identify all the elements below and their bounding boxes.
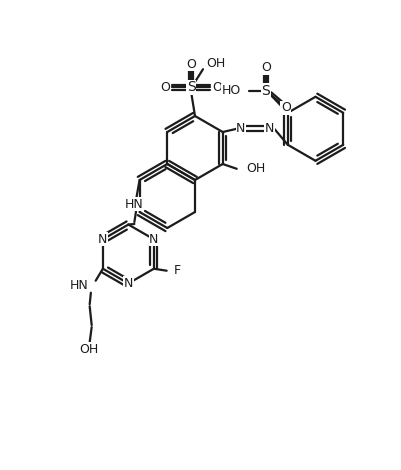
Text: O: O bbox=[260, 61, 270, 74]
Text: S: S bbox=[261, 84, 269, 98]
Text: N: N bbox=[98, 233, 107, 246]
Text: OH: OH bbox=[246, 162, 265, 175]
Text: N: N bbox=[149, 233, 158, 246]
Text: O: O bbox=[160, 81, 170, 94]
Text: O: O bbox=[212, 81, 221, 94]
Text: OH: OH bbox=[206, 57, 225, 70]
Text: N: N bbox=[124, 277, 133, 290]
Text: HN: HN bbox=[69, 279, 88, 292]
Text: O: O bbox=[280, 101, 290, 114]
Text: S: S bbox=[186, 80, 195, 94]
Text: N: N bbox=[235, 122, 245, 135]
Text: N: N bbox=[264, 122, 273, 135]
Text: HN: HN bbox=[125, 197, 144, 211]
Text: OH: OH bbox=[79, 343, 98, 356]
Text: O: O bbox=[186, 57, 195, 70]
Text: F: F bbox=[174, 264, 180, 277]
Text: HO: HO bbox=[221, 84, 241, 97]
